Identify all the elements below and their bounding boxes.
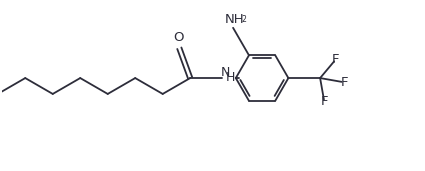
Text: H: H [226,71,235,84]
Text: O: O [173,31,184,44]
Text: F: F [332,53,340,66]
Text: NH: NH [224,13,244,26]
Text: F: F [340,76,348,89]
Text: F: F [320,95,328,108]
Text: $_2$: $_2$ [241,14,248,26]
Text: N: N [221,66,230,79]
